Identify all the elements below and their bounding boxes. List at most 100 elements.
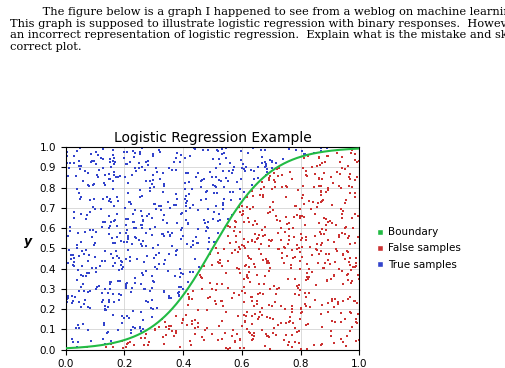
Point	[123, 160, 131, 166]
Point	[295, 287, 304, 293]
Point	[99, 336, 107, 342]
Point	[243, 326, 251, 332]
Point	[351, 260, 359, 266]
Point	[173, 150, 181, 156]
Point	[182, 198, 190, 204]
Point	[70, 255, 78, 261]
Point	[165, 232, 173, 238]
Point	[294, 283, 302, 289]
Point	[207, 174, 215, 180]
Point	[265, 237, 273, 243]
Point	[129, 154, 137, 160]
Point	[296, 305, 304, 311]
Point	[225, 160, 233, 166]
Point	[167, 328, 175, 334]
Point	[239, 312, 247, 318]
Point	[322, 145, 330, 151]
Point	[89, 181, 97, 187]
Point	[161, 257, 169, 263]
Point	[124, 247, 132, 253]
Point	[77, 304, 85, 310]
Point	[69, 298, 77, 304]
Point	[197, 286, 205, 291]
Point	[352, 145, 361, 151]
Point	[81, 297, 89, 303]
Point	[247, 313, 256, 319]
Point	[72, 173, 80, 178]
Point	[264, 268, 272, 274]
Point	[237, 212, 245, 218]
Point	[177, 152, 185, 158]
Point	[176, 236, 184, 242]
Point	[213, 281, 221, 287]
Point	[102, 344, 110, 350]
Point	[87, 151, 95, 157]
Point	[131, 165, 139, 171]
Point	[74, 339, 82, 345]
Point	[136, 194, 144, 199]
Point	[252, 272, 261, 278]
Point	[69, 262, 77, 268]
Point	[185, 338, 193, 344]
Point	[280, 306, 288, 312]
Point	[323, 257, 331, 263]
Point	[238, 161, 246, 167]
Point	[338, 339, 346, 344]
Point	[237, 323, 245, 329]
Point	[210, 239, 218, 245]
Point	[184, 279, 192, 285]
Point	[119, 264, 127, 270]
Point	[91, 229, 99, 235]
Point	[244, 329, 252, 335]
Point	[178, 224, 186, 230]
Point	[126, 159, 134, 164]
Point	[105, 176, 113, 182]
Point	[285, 169, 293, 175]
Point	[249, 303, 258, 309]
Point	[336, 336, 344, 342]
Point	[169, 159, 177, 165]
Point	[329, 304, 337, 310]
Point	[172, 191, 180, 197]
Point	[64, 233, 72, 239]
Point	[237, 288, 245, 294]
Point	[301, 322, 309, 328]
Point	[176, 159, 184, 165]
Point	[222, 155, 230, 161]
Point	[126, 258, 134, 264]
Point	[346, 267, 355, 273]
Point	[259, 194, 267, 200]
Point	[105, 198, 113, 204]
Point	[70, 215, 78, 221]
Point	[149, 151, 157, 157]
Point	[342, 197, 350, 203]
Point	[84, 289, 92, 295]
Point	[301, 294, 309, 300]
Point	[183, 220, 191, 226]
Point	[263, 333, 271, 339]
Point	[347, 147, 355, 153]
Point	[221, 346, 229, 351]
Point	[212, 203, 220, 209]
Point	[343, 248, 351, 254]
Point	[230, 224, 238, 230]
Point	[89, 227, 97, 233]
Point	[266, 205, 274, 210]
Point	[172, 247, 180, 252]
Point	[185, 179, 193, 185]
Point	[218, 281, 226, 287]
Point	[321, 159, 329, 165]
Point	[177, 284, 185, 290]
Point	[239, 166, 247, 172]
Point	[284, 340, 292, 346]
Point	[261, 163, 269, 169]
Point	[215, 217, 223, 223]
Point	[295, 249, 303, 255]
Point	[122, 216, 130, 222]
Point	[287, 176, 295, 181]
Point	[190, 317, 198, 323]
Point	[160, 257, 168, 263]
Point	[113, 234, 121, 240]
Point	[234, 244, 242, 250]
Point	[269, 330, 277, 336]
